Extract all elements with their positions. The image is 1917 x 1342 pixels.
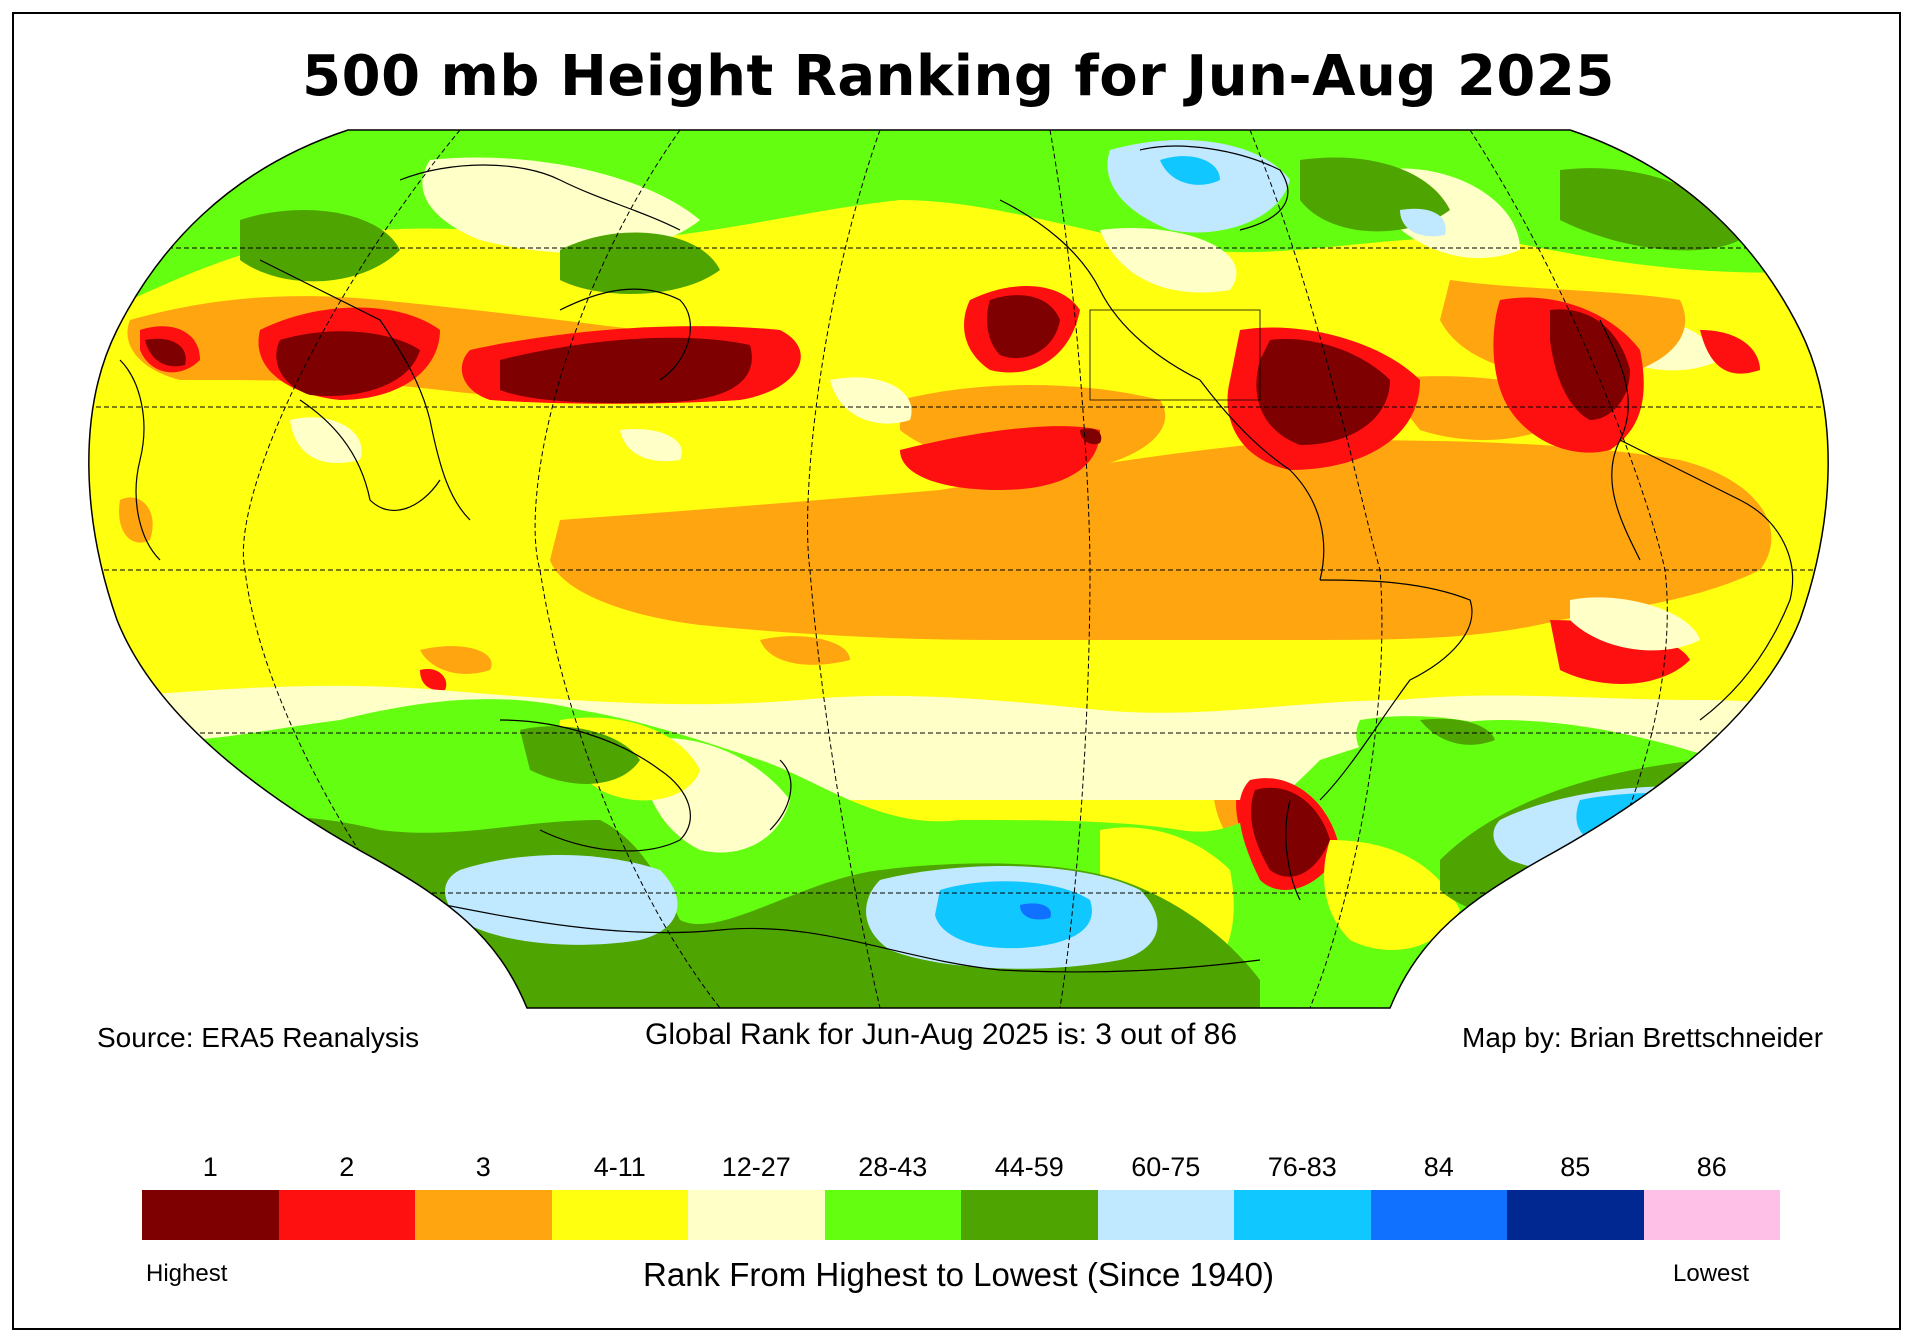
rank-region-southern-cyan-east <box>1576 793 1730 850</box>
rank-region-southern-cyan-mid <box>935 881 1092 949</box>
legend-swatch-2 <box>278 1190 415 1240</box>
rank-region-southern-lightblue-west <box>445 855 678 945</box>
legend-swatch-1 <box>142 1190 279 1240</box>
legend-swatch-10 <box>1370 1190 1507 1240</box>
map-credit: Map by: Brian Brettschneider <box>1462 1022 1824 1053</box>
legend-bin-label-4: 4-11 <box>593 1152 646 1182</box>
legend-highest-label: Highest <box>146 1260 228 1287</box>
legend-bin-label-7: 44-59 <box>994 1152 1064 1182</box>
legend-bin-label-10: 84 <box>1423 1152 1454 1182</box>
legend-swatch-5 <box>688 1190 825 1240</box>
legend-bin-label-1: 1 <box>202 1152 218 1182</box>
legend-swatch-11 <box>1507 1190 1644 1240</box>
source-note: Source: ERA5 Reanalysis <box>97 1022 420 1053</box>
legend-bin-label-9: 76-83 <box>1267 1152 1337 1182</box>
legend-bin-label-6: 28-43 <box>858 1152 928 1182</box>
legend-swatch-9 <box>1234 1190 1371 1240</box>
legend-bin-label-2: 2 <box>339 1152 355 1182</box>
legend-labels: 1 2 3 4-11 12-27 28-43 44-59 60-75 76-83 84 85 86 <box>142 1152 1780 1183</box>
rank-region-greenland <box>1107 140 1290 233</box>
legend-bin-label-8: 60-75 <box>1131 1152 1201 1182</box>
legend-bin-label-5: 12-27 <box>721 1152 791 1182</box>
rank-region-tropical-orange <box>550 440 1772 640</box>
coastlines <box>119 145 1794 973</box>
rank-region-asia-darkred <box>276 331 420 396</box>
map-title: 500 mb Height Ranking for Jun-Aug 2025 <box>302 44 1615 109</box>
legend-title: Rank From Highest to Lowest (Since 1940) <box>643 1256 1274 1293</box>
legend-bin-label-11: 85 <box>1560 1152 1591 1182</box>
legend-swatch-4 <box>551 1190 688 1240</box>
legend-swatch-7 <box>961 1190 1098 1240</box>
figure-frame <box>12 12 1901 1330</box>
legend-swatch-3 <box>415 1190 552 1240</box>
legend-swatch-6 <box>824 1190 961 1240</box>
globe-outline <box>88 129 1829 1009</box>
legend-swatch-12 <box>1643 1190 1780 1240</box>
legend-colorbar <box>142 1190 1780 1240</box>
legend-bin-label-12: 86 <box>1696 1152 1727 1182</box>
legend-swatch-8 <box>1097 1190 1234 1240</box>
global-rank-note: Global Rank for Jun-Aug 2025 is: 3 out o… <box>645 1018 1238 1051</box>
rank-region-pacific-darkred <box>987 295 1060 359</box>
legend-bin-label-3: 3 <box>475 1152 491 1182</box>
legend-lowest-label: Lowest <box>1673 1260 1750 1287</box>
